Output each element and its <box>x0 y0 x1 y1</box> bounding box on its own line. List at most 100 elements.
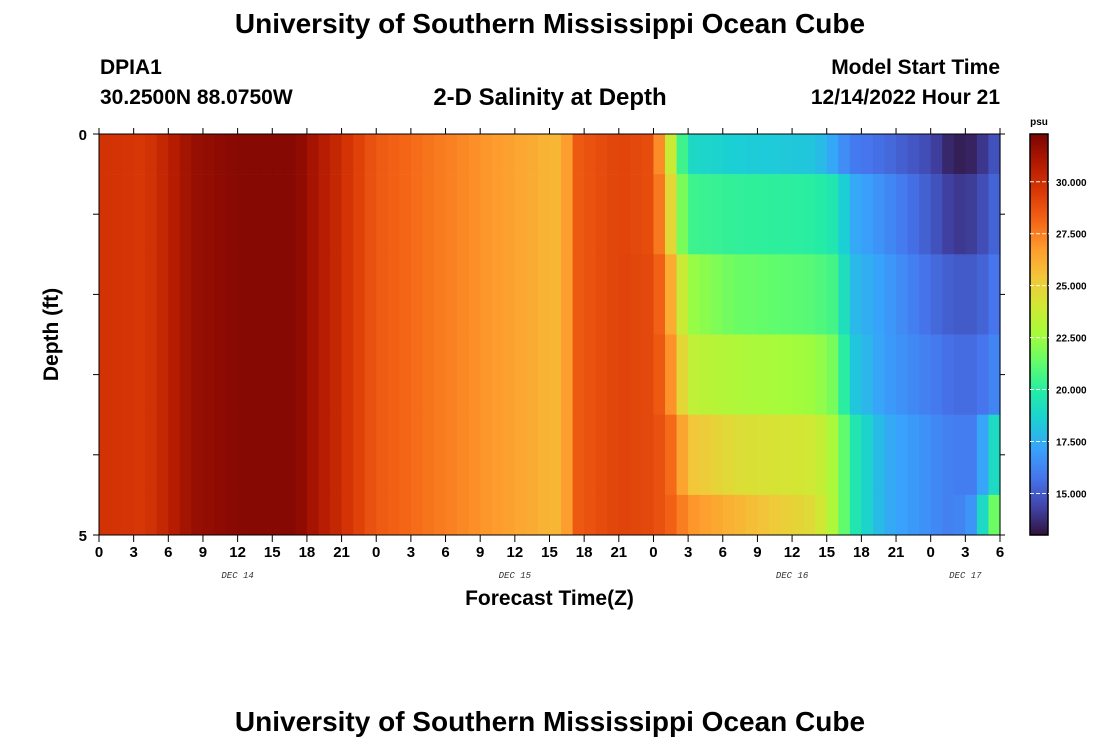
heatmap-cell <box>330 254 343 335</box>
heatmap-cell <box>272 414 285 496</box>
heatmap-cell <box>896 174 909 255</box>
x-tick-label: 12 <box>507 544 524 561</box>
heatmap-cell <box>376 494 389 536</box>
heatmap-cell <box>364 334 377 415</box>
heatmap-cell <box>768 334 782 415</box>
heatmap-cell <box>930 174 943 255</box>
heatmap-cell <box>861 134 874 175</box>
heatmap-cell <box>387 494 400 536</box>
heatmap-cell <box>353 174 366 255</box>
heatmap-cell <box>919 254 932 335</box>
heatmap-cell <box>399 254 412 335</box>
heatmap-cell <box>260 334 273 415</box>
heatmap-cell <box>884 414 897 496</box>
heatmap-cell <box>249 334 262 415</box>
heatmap-cell <box>768 494 782 536</box>
heatmap-cell <box>526 414 539 496</box>
heatmap-cell <box>699 334 712 415</box>
x-tick-label: 0 <box>927 544 935 561</box>
heatmap-cell <box>838 174 851 255</box>
x-tick-label: 18 <box>576 544 593 561</box>
heatmap-cell <box>156 174 169 255</box>
heatmap-cell <box>318 334 331 415</box>
heatmap-cell <box>491 174 504 255</box>
heatmap-cell <box>433 134 447 175</box>
heatmap-cell <box>792 494 805 536</box>
heatmap-cell <box>930 134 943 175</box>
heatmap-cell <box>468 174 481 255</box>
x-tick-label: 6 <box>719 544 727 561</box>
heatmap-cell <box>514 414 527 496</box>
heatmap-cell <box>861 494 874 536</box>
heatmap-cell <box>480 334 493 415</box>
heatmap-cell <box>99 334 112 415</box>
heatmap-cell <box>410 134 424 175</box>
heatmap-cell <box>641 494 655 536</box>
heatmap-cell <box>838 414 851 496</box>
heatmap-cell <box>907 334 920 415</box>
heatmap-cell <box>503 334 516 415</box>
heatmap-cell <box>433 414 447 496</box>
heatmap-cell <box>849 414 862 496</box>
heatmap-cell <box>260 414 273 496</box>
heatmap-cell <box>387 134 400 175</box>
heatmap-cell <box>341 414 354 496</box>
heatmap-cell <box>491 254 504 335</box>
colorbar-bar <box>1029 133 1049 536</box>
heatmap-cell <box>745 134 759 175</box>
heatmap-cell <box>734 414 747 496</box>
heatmap-cell <box>514 334 527 415</box>
heatmap-cell <box>260 494 273 536</box>
heatmap-cell <box>872 494 886 536</box>
heatmap-cell <box>734 494 747 536</box>
heatmap-cell <box>965 414 978 496</box>
heatmap-cell <box>665 174 678 255</box>
heatmap-cell <box>688 494 701 536</box>
heatmap-cell <box>595 174 608 255</box>
heatmap-cell <box>480 414 493 496</box>
heatmap-cell <box>491 414 504 496</box>
heatmap-cell <box>815 334 828 415</box>
colorbar-tick-label: 25.000 <box>1056 282 1087 293</box>
heatmap-cell <box>815 494 828 536</box>
heatmap-cell <box>549 174 562 255</box>
heatmap-cell <box>549 254 562 335</box>
heatmap-cell <box>410 254 424 335</box>
heatmap-cells <box>99 134 1001 536</box>
colorbar: 15.000 17.500 20.000 22.500 25.000 27.500 30.0… <box>1029 117 1087 536</box>
heatmap-cell <box>976 254 990 335</box>
heatmap-cell <box>584 174 597 255</box>
heatmap-cell <box>630 254 643 335</box>
heatmap-cell <box>283 134 296 175</box>
heatmap-cell <box>953 494 966 536</box>
heatmap-cell <box>179 134 193 175</box>
heatmap-cell <box>630 334 643 415</box>
heatmap-cell <box>214 494 227 536</box>
heatmap-cell <box>457 254 470 335</box>
heatmap-cell <box>318 134 331 175</box>
heatmap-cell <box>792 334 805 415</box>
heatmap-cell <box>99 414 112 496</box>
heatmap-cell <box>341 134 354 175</box>
heatmap-cell <box>353 494 366 536</box>
heatmap-cell <box>156 134 169 175</box>
heatmap-cell <box>179 334 193 415</box>
heatmap-cell <box>179 414 193 496</box>
heatmap-cell <box>572 134 585 175</box>
heatmap-cell <box>480 134 493 175</box>
heatmap-cell <box>503 174 516 255</box>
heatmap-cell <box>641 414 655 496</box>
heatmap-cell <box>561 494 574 536</box>
heatmap-cell <box>110 134 123 175</box>
heatmap-cell <box>445 174 458 255</box>
heatmap-cell <box>445 254 458 335</box>
heatmap-cell <box>976 334 990 415</box>
heatmap-cell <box>896 494 909 536</box>
heatmap-cell <box>122 174 135 255</box>
heatmap-cell <box>318 494 331 536</box>
heatmap-cell <box>376 254 389 335</box>
heatmap-cell <box>122 254 135 335</box>
heatmap-cell <box>780 134 793 175</box>
heatmap-cell <box>722 254 735 335</box>
